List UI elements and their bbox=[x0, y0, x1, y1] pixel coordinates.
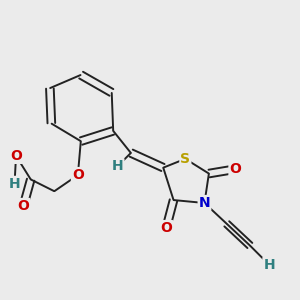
Text: H: H bbox=[263, 258, 275, 272]
Text: O: O bbox=[10, 149, 22, 163]
Text: S: S bbox=[180, 152, 190, 166]
Text: H: H bbox=[9, 177, 20, 191]
Text: O: O bbox=[160, 221, 172, 235]
Text: O: O bbox=[17, 199, 29, 213]
Text: H: H bbox=[112, 159, 123, 173]
Text: O: O bbox=[72, 168, 84, 182]
Text: N: N bbox=[199, 196, 210, 210]
Text: O: O bbox=[230, 162, 241, 176]
